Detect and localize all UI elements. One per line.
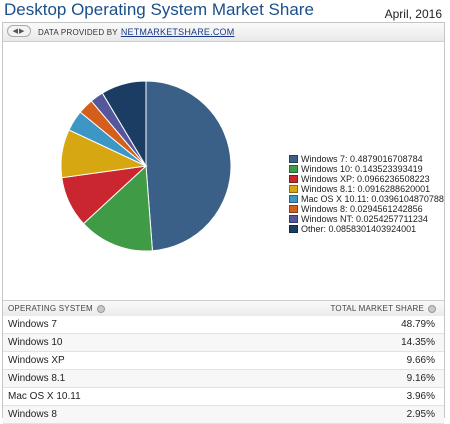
column-header-os[interactable]: OPERATING SYSTEM: [8, 304, 105, 313]
legend-swatch: [289, 225, 298, 233]
legend-label: Mac OS X 10.11: 0.0396104870788: [301, 194, 444, 204]
os-name-cell: Windows 7: [8, 319, 57, 330]
legend-label: Windows 10: 0.143523393419: [301, 164, 423, 174]
legend-item[interactable]: Windows 7: 0.4879016708784: [289, 154, 444, 164]
legend-swatch: [289, 155, 298, 163]
table-row[interactable]: Windows 8 2.95%: [3, 406, 444, 424]
legend-label: Other: 0.0858301403924001: [301, 224, 417, 234]
market-share-cell: 3.96%: [406, 391, 435, 402]
source-link[interactable]: NETMARKETSHARE.COM: [120, 27, 235, 37]
pie-slice-1[interactable]: [82, 164, 153, 252]
report-date: April, 2016: [384, 7, 442, 21]
data-provider-text: DATA PROVIDED BY NETMARKETSHARE.COM: [38, 27, 234, 37]
column-header-share-label: TOTAL MARKET SHARE: [330, 304, 424, 313]
source-bar: ◀▶ DATA PROVIDED BY NETMARKETSHARE.COM: [3, 23, 444, 42]
chart-legend: Windows 7: 0.4879016708784 Windows 10: 0.…: [289, 154, 444, 234]
legend-item[interactable]: Windows 8.1: 0.0916288620001: [289, 184, 444, 194]
table-row[interactable]: Windows 10 14.35%: [3, 334, 444, 352]
pie-slice-7[interactable]: [101, 80, 147, 168]
legend-swatch: [289, 185, 298, 193]
market-share-cell: 2.95%: [406, 409, 435, 420]
back-forward-icon[interactable]: ◀▶: [7, 25, 31, 37]
table-row[interactable]: Mac OS X 10.11 3.96%: [3, 388, 444, 406]
table-header: OPERATING SYSTEM TOTAL MARKET SHARE: [3, 300, 444, 317]
os-name-cell: Mac OS X 10.11: [8, 391, 81, 402]
legend-item[interactable]: Windows 8: 0.0294561242856: [289, 204, 444, 214]
market-share-panel: ◀▶ DATA PROVIDED BY NETMARKETSHARE.COM Wi…: [2, 22, 445, 424]
legend-label: Windows XP: 0.0966236508223: [301, 174, 430, 184]
legend-item[interactable]: Mac OS X 10.11: 0.0396104870788: [289, 194, 444, 204]
market-share-cell: 9.16%: [406, 373, 435, 384]
pie-slice-0[interactable]: [145, 80, 232, 252]
legend-swatch: [289, 165, 298, 173]
legend-label: Windows NT: 0.0254257711234: [301, 214, 428, 224]
legend-swatch: [289, 175, 298, 183]
market-share-table: Windows 7 48.79% Windows 10 14.35% Windows X…: [3, 316, 444, 424]
column-header-share[interactable]: TOTAL MARKET SHARE: [330, 304, 436, 313]
legend-swatch: [289, 215, 298, 223]
legend-item[interactable]: Other: 0.0858301403924001: [289, 224, 444, 234]
legend-label: Windows 8: 0.0294561242856: [301, 204, 423, 214]
market-share-cell: 48.79%: [401, 319, 435, 330]
table-row[interactable]: Windows 7 48.79%: [3, 316, 444, 334]
legend-label: Windows 7: 0.4879016708784: [301, 154, 423, 164]
os-name-cell: Windows 8.1: [8, 373, 66, 384]
os-name-cell: Windows XP: [8, 355, 65, 366]
table-row[interactable]: Windows XP 9.66%: [3, 352, 444, 370]
gear-icon[interactable]: [96, 304, 105, 313]
os-name-cell: Windows 10: [8, 337, 63, 348]
gear-icon[interactable]: [428, 304, 436, 313]
market-share-cell: 14.35%: [401, 337, 435, 348]
page-title: Desktop Operating System Market Share: [4, 0, 314, 19]
legend-item[interactable]: Windows NT: 0.0254257711234: [289, 214, 444, 224]
legend-item[interactable]: Windows XP: 0.0966236508223: [289, 174, 444, 184]
legend-swatch: [289, 195, 298, 203]
market-share-cell: 9.66%: [406, 355, 435, 366]
table-row[interactable]: Windows 8.1 9.16%: [3, 370, 444, 388]
legend-label: Windows 8.1: 0.0916288620001: [301, 184, 431, 194]
pie-chart: [60, 80, 232, 252]
provided-by-label: DATA PROVIDED BY: [38, 28, 118, 37]
column-header-os-label: OPERATING SYSTEM: [8, 304, 93, 313]
legend-swatch: [289, 205, 298, 213]
os-name-cell: Windows 8: [8, 409, 57, 420]
legend-item[interactable]: Windows 10: 0.143523393419: [289, 164, 444, 174]
